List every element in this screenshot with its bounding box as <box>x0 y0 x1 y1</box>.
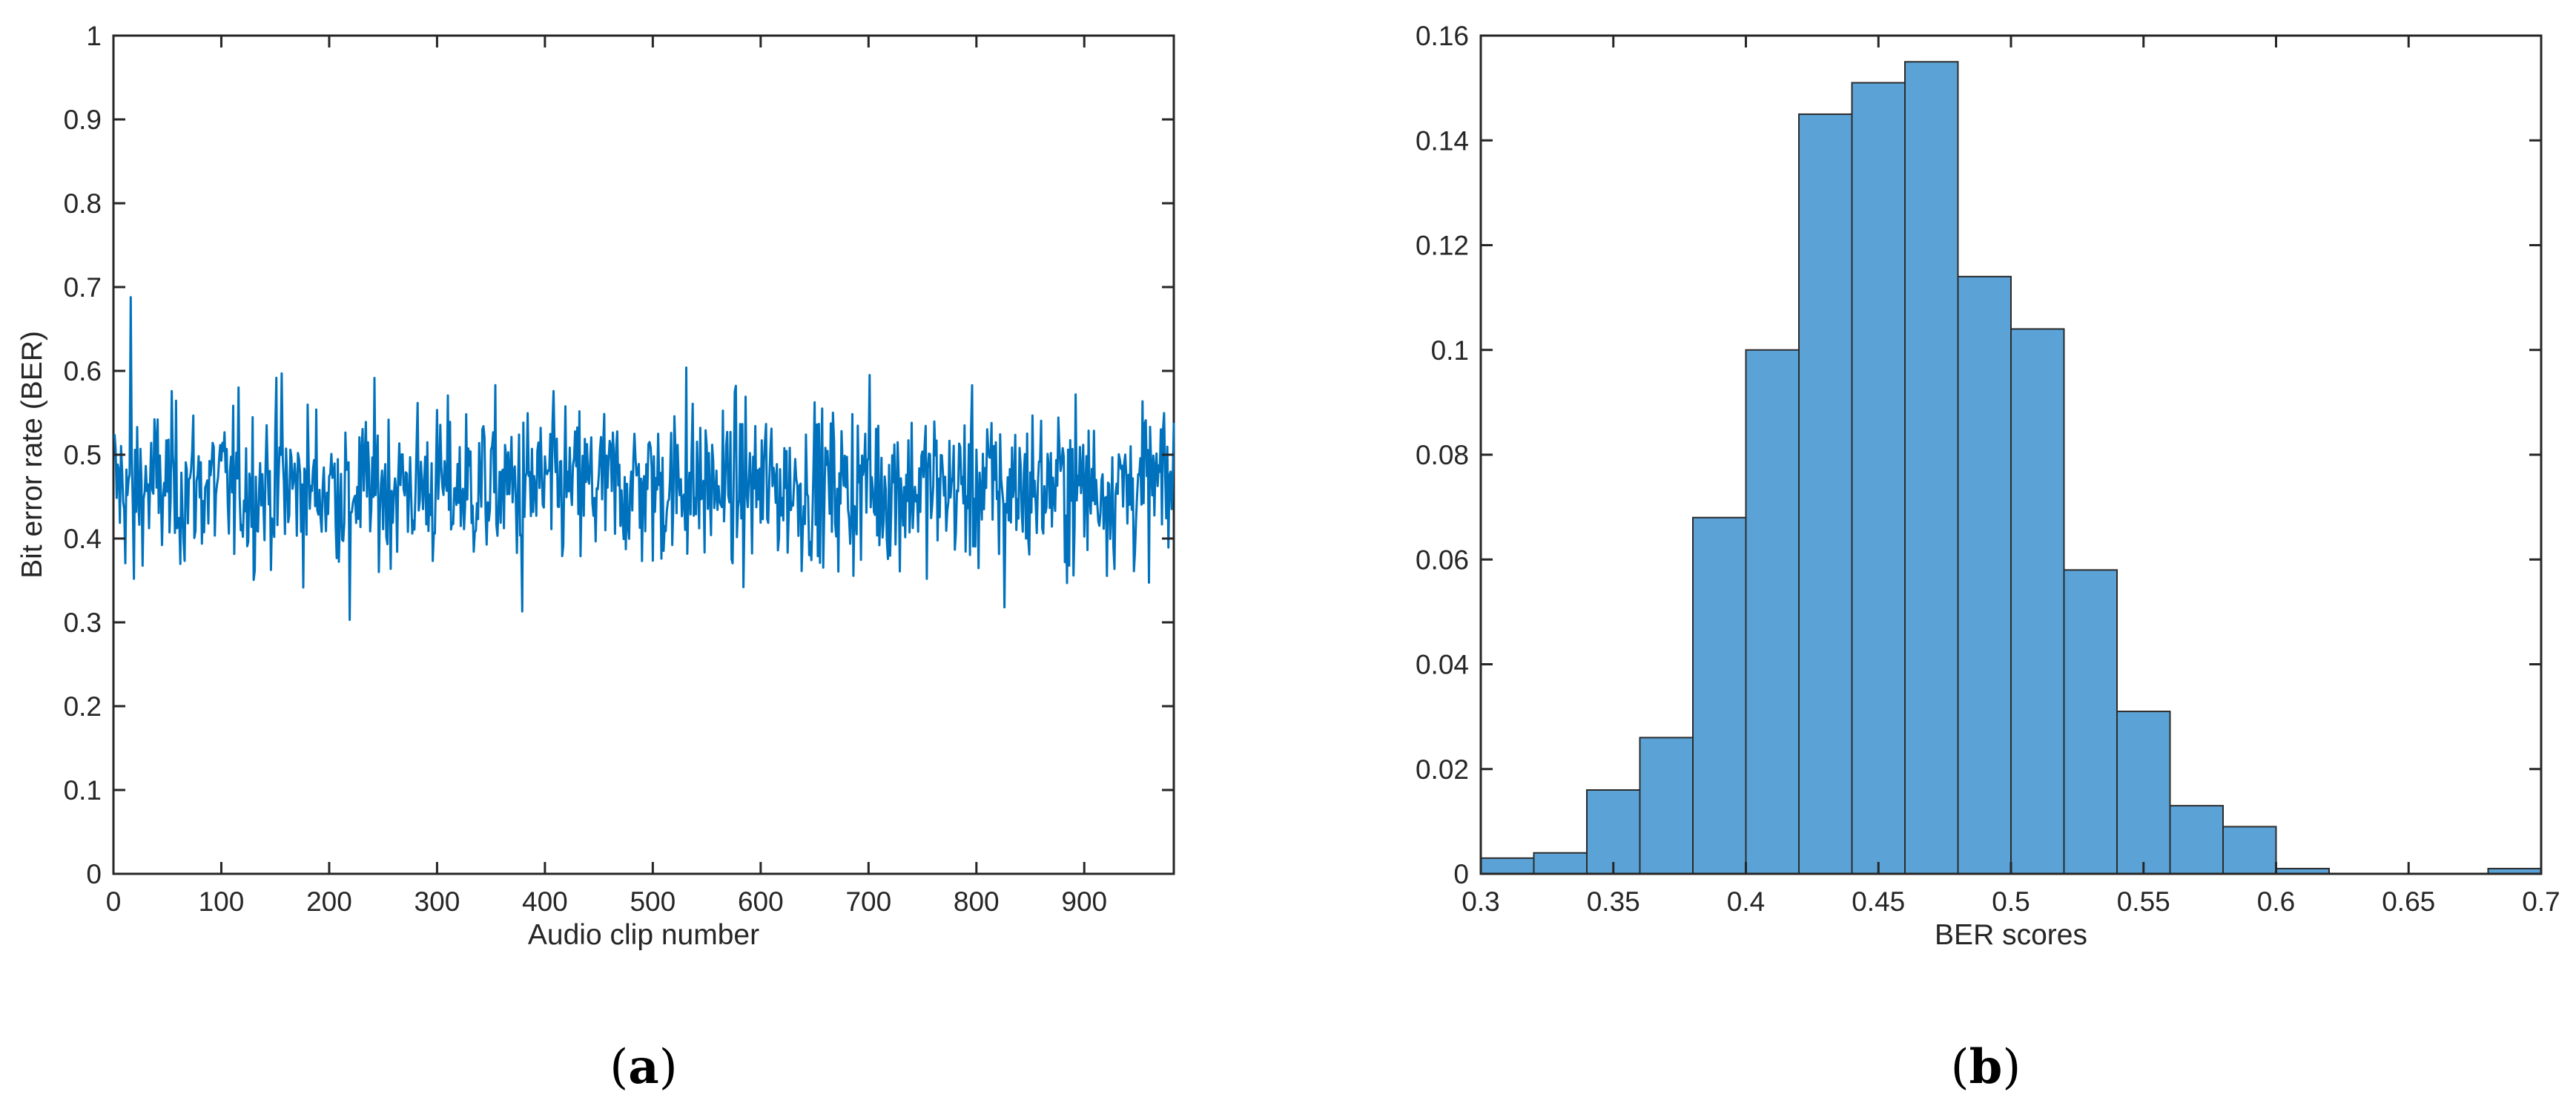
panel-b-bar <box>2063 569 2118 875</box>
panel-a-caption: (a) <box>610 1039 677 1095</box>
panel-b-x-tick-label: 0.35 <box>1587 886 1640 917</box>
panel-a-y-tick-label: 0.6 <box>64 356 102 386</box>
panel-b-bar <box>2010 328 2065 875</box>
panel-b-x-tick-label: 0.3 <box>1462 886 1499 917</box>
panel-b-bar <box>1586 789 1641 875</box>
panel-b-bar <box>1798 113 1853 875</box>
panel-a-x-tick-label: 0 <box>106 886 122 917</box>
panel-b-y-ticks: 0 0.02 0.04 0.06 0.08 0.1 0.12 0.14 0.16 <box>1416 21 2541 889</box>
panel-a-ber-series-line <box>113 296 1175 622</box>
panel-a-y-tick-label: 0.2 <box>64 691 102 722</box>
panel-a-y-tick-label: 0.7 <box>64 272 102 303</box>
panel-b-x-tick-label: 0.65 <box>2382 886 2435 917</box>
panel-a-line-chart: 0 100 200 300 400 500 600 700 800 900 00.10.20.30… <box>16 21 1175 1095</box>
panel-b-x-tick-label: 0.5 <box>1992 886 2030 917</box>
panel-a-y-tick-label: 0.4 <box>64 524 102 554</box>
panel-b-bars <box>1480 61 2542 875</box>
panel-b-bar <box>2169 805 2224 875</box>
panel-b-x-tick-label: 0.4 <box>1727 886 1765 917</box>
panel-a-x-tick-label: 100 <box>199 886 245 917</box>
panel-a-y-ticks: 0 0.1 0.2 0.3 0.4 0.5 0.6 0.7 0.8 0.9 1 <box>64 21 1174 889</box>
panel-b-bar <box>1745 349 1800 875</box>
panel-b-y-tick-label: 0.06 <box>1416 544 1469 575</box>
panel-b-y-tick-label: 0.12 <box>1416 231 1469 261</box>
panel-b-caption: (b) <box>1951 1039 2021 1095</box>
panel-b-x-tick-label: 0.55 <box>2117 886 2170 917</box>
panel-b-y-tick-label: 0.04 <box>1416 650 1469 680</box>
panel-a-x-tick-label: 800 <box>954 886 1000 917</box>
panel-b-x-tick-label: 0.7 <box>2522 886 2560 917</box>
panel-a-caption-letter: a <box>628 1039 658 1095</box>
panel-a-y-tick-label: 0.8 <box>64 188 102 219</box>
panel-a-y-tick-label: 0.5 <box>64 440 102 470</box>
panel-b-caption-letter: b <box>1969 1039 2003 1095</box>
panel-b-x-ticks: 0.3 0.35 0.4 0.45 0.5 0.55 0.6 0.65 0.7 <box>1462 36 2560 917</box>
panel-b-y-tick-label: 0.1 <box>1431 335 1469 366</box>
panel-b-bar <box>1904 61 1959 875</box>
panel-b-bar <box>1957 275 2012 875</box>
panel-b-y-tick-label: 0.08 <box>1416 440 1469 470</box>
panel-b-y-tick-label: 0.16 <box>1416 21 1469 51</box>
panel-a-x-tick-label: 700 <box>845 886 891 917</box>
panel-b-x-tick-label: 0.45 <box>1852 886 1905 917</box>
panel-b-bar <box>1692 516 1747 875</box>
panel-a-x-axis-label: Audio clip number <box>528 919 759 951</box>
panel-a-x-ticks: 0 100 200 300 400 500 600 700 800 900 <box>106 36 1107 917</box>
panel-b-bar <box>2116 711 2171 875</box>
panel-a-y-tick-label: 1 <box>86 21 102 51</box>
panel-b-y-tick-label: 0.14 <box>1416 125 1469 156</box>
panel-b-bar <box>1639 737 1694 875</box>
panel-b-bar <box>1851 82 1906 875</box>
panel-a-y-tick-label: 0.1 <box>64 775 102 806</box>
panel-a-y-axis-label: Bit error rate (BER) <box>16 331 48 579</box>
panel-b-y-tick-label: 0 <box>1453 859 1469 889</box>
panel-b-bar <box>1480 857 1535 875</box>
panel-b-y-tick-label: 0.02 <box>1416 754 1469 785</box>
panel-b-bar <box>1533 852 1588 875</box>
panel-a-x-tick-label: 400 <box>522 886 568 917</box>
panel-a-x-tick-label: 200 <box>306 886 352 917</box>
panel-b-x-tick-label: 0.6 <box>2257 886 2295 917</box>
panel-a-x-tick-label: 900 <box>1061 886 1107 917</box>
panel-a-x-tick-label: 300 <box>415 886 460 917</box>
panel-a-y-tick-label: 0.9 <box>64 105 102 135</box>
panel-b-histogram: 0.3 0.35 0.4 0.45 0.5 0.55 0.6 0.65 0.7 0 0.02 0.0… <box>1416 21 2560 1095</box>
panel-b-x-axis-label: BER scores <box>1935 919 2087 951</box>
panel-a-y-tick-label: 0 <box>86 859 102 889</box>
panel-a-x-tick-label: 500 <box>630 886 676 917</box>
panel-b-bar <box>2222 826 2277 875</box>
panel-a-y-tick-label: 0.3 <box>64 608 102 638</box>
panel-a-x-tick-label: 600 <box>738 886 784 917</box>
